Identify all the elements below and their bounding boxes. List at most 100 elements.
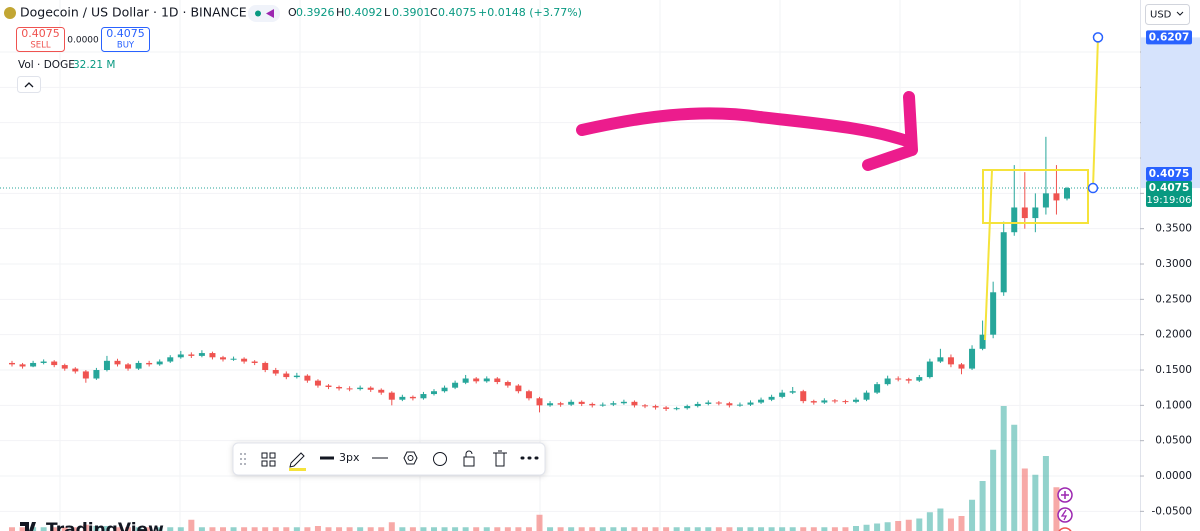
candle-body — [895, 378, 902, 380]
templates-button[interactable] — [261, 452, 276, 467]
candle-body — [220, 357, 226, 360]
candle-body — [842, 401, 849, 403]
coin-icon — [4, 7, 16, 19]
candle-body — [409, 396, 416, 399]
volume-bar — [167, 527, 174, 531]
volume-bar — [452, 527, 459, 531]
candle-body — [251, 361, 258, 363]
drawing-toolbar: 3px — [232, 442, 546, 476]
volume-bar — [1053, 487, 1060, 531]
volume-bar — [663, 527, 670, 531]
projection-line[interactable] — [1092, 37, 1099, 189]
volume-bar — [262, 527, 269, 531]
delete-button[interactable] — [493, 450, 507, 467]
candle-body — [673, 408, 680, 410]
freehand-arrow[interactable] — [576, 91, 918, 171]
volume-bar — [125, 527, 132, 531]
ohlc-value: 0.3901 — [392, 6, 431, 19]
volume-bar — [631, 527, 638, 531]
volume-bar — [736, 527, 743, 531]
buy-label: BUY — [117, 41, 135, 51]
target-label-box — [1146, 30, 1192, 45]
volume-bar — [863, 524, 870, 531]
volume-bar — [831, 527, 838, 531]
y-tick-label: 0.3000 — [1155, 258, 1192, 270]
candle-body — [916, 377, 923, 381]
projection-start[interactable] — [1087, 182, 1099, 194]
candle-body — [958, 364, 965, 369]
volume-bar — [673, 527, 680, 531]
symbol-title[interactable]: Dogecoin / US Dollar · 1D · BINANCE — [20, 5, 247, 20]
collapse-button[interactable] — [17, 76, 41, 93]
candle-body — [715, 402, 722, 404]
candle-body — [557, 403, 564, 405]
event-icon[interactable] — [1058, 527, 1072, 531]
trend-line-drawing[interactable] — [984, 169, 993, 341]
volume-value: 32.21 M — [73, 59, 115, 71]
width-label[interactable]: 3px — [339, 451, 360, 464]
currency-select[interactable] — [1145, 4, 1190, 25]
candle-body — [262, 362, 269, 371]
candle-body — [378, 389, 385, 393]
candle-body — [188, 354, 195, 356]
drag-handle[interactable] — [240, 453, 246, 465]
volume-bar — [177, 527, 184, 531]
candle-body — [1011, 207, 1018, 233]
lock-button[interactable] — [463, 450, 475, 467]
candle-body — [30, 362, 37, 367]
volume-bar — [483, 527, 490, 531]
marker-label-box — [1146, 167, 1192, 182]
volume-bar — [388, 522, 395, 531]
marker-price-label: 0.4075 — [1149, 168, 1190, 180]
volume-bar — [821, 527, 828, 531]
alert-button[interactable] — [433, 452, 447, 466]
volume-bar — [1011, 424, 1018, 531]
volume-bar — [884, 522, 891, 531]
volume-bar — [620, 527, 627, 531]
settings-button[interactable] — [403, 451, 418, 465]
candle-body — [177, 354, 184, 358]
volume-bar — [336, 527, 343, 531]
volume-bar — [536, 514, 543, 531]
buy-button[interactable] — [101, 27, 150, 52]
rectangle-drawing[interactable] — [982, 169, 1089, 224]
candle-body — [72, 368, 79, 372]
candle-body — [610, 403, 617, 405]
volume-bar — [61, 527, 68, 531]
color-button[interactable] — [289, 452, 305, 468]
volume-bar — [990, 449, 997, 531]
candle-body — [1042, 193, 1049, 208]
candle-body — [631, 401, 638, 406]
candle-body — [800, 391, 807, 402]
candle-body — [831, 400, 838, 402]
projection[interactable] — [1087, 32, 1104, 194]
candle-body — [82, 371, 89, 379]
candle-body — [747, 402, 754, 405]
volume-bar — [874, 523, 881, 531]
sell-price: 0.4075 — [21, 27, 60, 40]
candle-body — [114, 360, 121, 365]
volume-bar — [82, 524, 89, 531]
candle-body — [283, 373, 290, 378]
candle-body — [589, 403, 596, 406]
candle-body — [884, 378, 891, 385]
volume-bar — [715, 527, 722, 531]
volume-pane — [9, 406, 1070, 531]
volume-bar — [209, 527, 216, 531]
brand-logo — [20, 522, 36, 531]
ohlc-value: 0.4092 — [344, 6, 383, 19]
candle-body — [937, 357, 944, 362]
candle-body — [336, 386, 343, 389]
sell-button[interactable] — [16, 27, 65, 52]
volume-bar — [568, 527, 575, 531]
status-pill[interactable] — [248, 5, 280, 22]
settings-dot — [407, 455, 414, 461]
candle-body — [758, 399, 765, 403]
candle-body — [684, 406, 691, 409]
projection-end[interactable] — [1092, 32, 1104, 43]
volume-bar — [283, 527, 290, 531]
candle-body — [325, 385, 332, 387]
event-icon[interactable] — [1057, 507, 1073, 523]
status-dot — [255, 10, 261, 17]
candle-body — [346, 388, 353, 390]
